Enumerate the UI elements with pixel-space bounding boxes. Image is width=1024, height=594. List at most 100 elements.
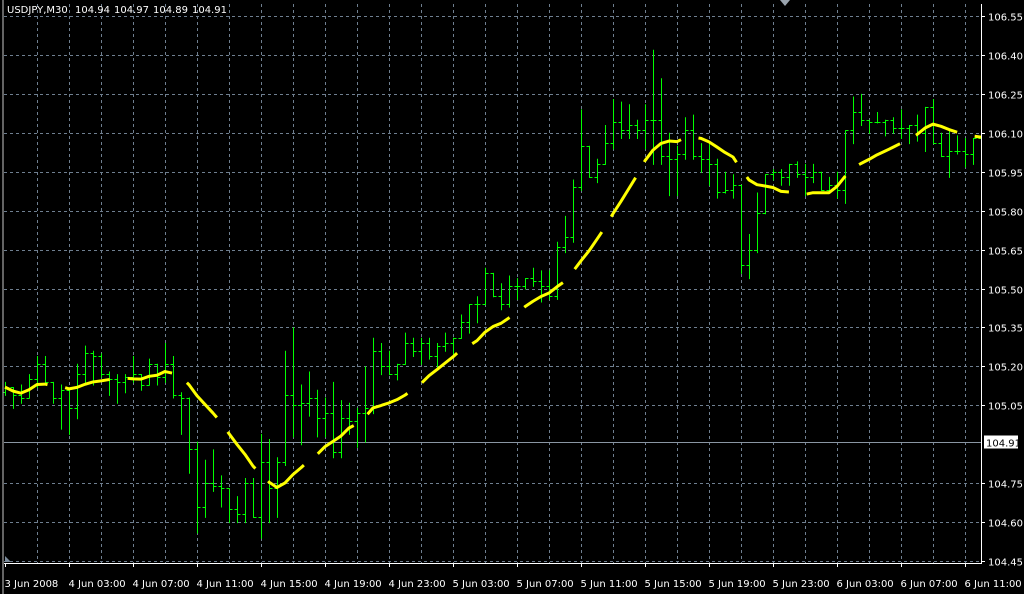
ohlc-bar — [418, 337, 425, 365]
ohlc-bar — [26, 374, 33, 399]
ohlc-bar — [170, 355, 177, 399]
ohlc-bar — [842, 130, 849, 204]
ohlc-bar — [810, 163, 817, 184]
ohlc-bar — [146, 358, 153, 386]
price-tick-label: 105.50 — [988, 286, 1023, 297]
ohlc-bar — [866, 119, 873, 134]
price-tick-label: 105.80 — [988, 208, 1023, 219]
ohlc-bar — [938, 132, 945, 158]
ohlc-bar — [746, 234, 753, 280]
ohlc-bar — [290, 327, 297, 438]
ohlc-bar — [106, 371, 113, 396]
ohlc-bar — [178, 392, 185, 435]
ohlc-bar — [970, 137, 977, 165]
ohlc-bar — [890, 117, 897, 134]
ohlc-bar — [322, 397, 329, 438]
ohlc-bar — [306, 371, 313, 417]
time-axis: 3 Jun 2008 4 Jun 03:00 4 Jun 07:00 4 Jun 11… — [5, 563, 1022, 590]
time-tick-label: 5 Jun 11:00 — [581, 579, 638, 590]
ohlc-bar — [658, 78, 665, 165]
ohlc-bar — [682, 117, 689, 160]
price-tick-label: 105.20 — [988, 363, 1023, 374]
ohlc-bar — [66, 389, 73, 435]
ohlc-bar — [474, 296, 481, 324]
ohlc-bar — [778, 169, 785, 186]
ohlc-bar — [394, 363, 401, 381]
ohlc-bar — [586, 145, 593, 178]
ohlc-bar — [802, 163, 809, 197]
time-tick-label: 5 Jun 15:00 — [645, 579, 702, 590]
ohlc-bar — [50, 381, 57, 404]
ohlc-bar — [458, 314, 465, 339]
ohlc-bar — [962, 137, 969, 168]
header-low: 104.89 — [152, 5, 188, 16]
ohlc-bar — [650, 49, 657, 165]
ohlc-bar — [714, 158, 721, 199]
ohlc-bar — [258, 433, 265, 539]
ohlc-bar — [250, 477, 257, 518]
ohlc-bar — [386, 350, 393, 376]
time-tick-label: 6 Jun 11:00 — [965, 579, 1022, 590]
ohlc-bar — [218, 475, 225, 508]
time-tick-label: 5 Jun 19:00 — [709, 579, 766, 590]
ohlc-bar — [874, 112, 881, 124]
ohlc-bar — [74, 363, 81, 420]
ohlc-bar — [906, 125, 913, 145]
chart-header: USDJPY,M30 104.94 104.97 104.89 104.91 — [7, 5, 231, 16]
time-tick-label: 5 Jun 23:00 — [773, 579, 830, 590]
ohlc-bar — [818, 171, 825, 191]
ohlc-bar — [466, 304, 473, 334]
ohlc-bar — [114, 374, 121, 404]
ohlc-bar — [642, 104, 649, 150]
ohlc-bar — [794, 161, 801, 178]
ohlc-bar — [858, 93, 865, 126]
price-tick-label: 105.05 — [988, 402, 1023, 413]
time-tick-label: 6 Jun 03:00 — [837, 579, 894, 590]
ohlc-bar — [546, 270, 553, 300]
ohlc-bar — [594, 158, 601, 184]
ohlc-bar — [554, 241, 561, 300]
ohlc-bar — [762, 174, 769, 215]
ohlc-bar — [618, 101, 625, 139]
price-tick-label: 106.25 — [988, 91, 1023, 102]
ohlc-bar — [730, 174, 737, 199]
time-tick-label: 4 Jun 15:00 — [261, 579, 318, 590]
ohlc-bar — [194, 441, 201, 534]
ohlc-bar — [34, 355, 41, 389]
ohlc-bar — [562, 215, 569, 254]
ohlc-bar — [490, 272, 497, 298]
time-tick-label: 5 Jun 07:00 — [517, 579, 574, 590]
scroll-marker-icon — [5, 556, 11, 562]
ohlc-bar — [186, 397, 193, 474]
ohlc-bar — [426, 337, 433, 360]
ohlc-bar — [690, 114, 697, 160]
ohlc-bar — [202, 459, 209, 518]
axes — [2, 0, 982, 594]
ohlc-bar — [282, 350, 289, 466]
ohlc-bar — [298, 384, 305, 446]
ohlc-bar — [506, 275, 513, 308]
ohlc-bar — [482, 267, 489, 306]
ohlc-bar — [442, 332, 449, 352]
time-tick-label: 5 Jun 03:00 — [453, 579, 510, 590]
chart-shift-marker-icon[interactable] — [780, 0, 790, 6]
ohlc-bar — [770, 169, 777, 181]
ohlc-bar — [634, 119, 641, 139]
time-tick-label: 4 Jun 07:00 — [133, 579, 190, 590]
ohlc-bar — [90, 350, 97, 386]
ohlc-bar — [98, 353, 105, 378]
price-tick-label: 104.60 — [988, 519, 1023, 530]
price-tick-label: 105.35 — [988, 324, 1023, 335]
ohlc-bar — [578, 109, 585, 191]
ohlc-bar — [522, 278, 529, 290]
current-price-text: 104.91 — [986, 439, 1021, 450]
ohlc-bar — [58, 384, 65, 430]
ohlc-bars — [2, 49, 985, 539]
ohlc-bar — [930, 99, 937, 145]
ohlc-bar — [42, 355, 49, 386]
ohlc-bar — [530, 267, 537, 287]
ohlc-bar — [706, 143, 713, 186]
ohlc-bar — [570, 179, 577, 243]
